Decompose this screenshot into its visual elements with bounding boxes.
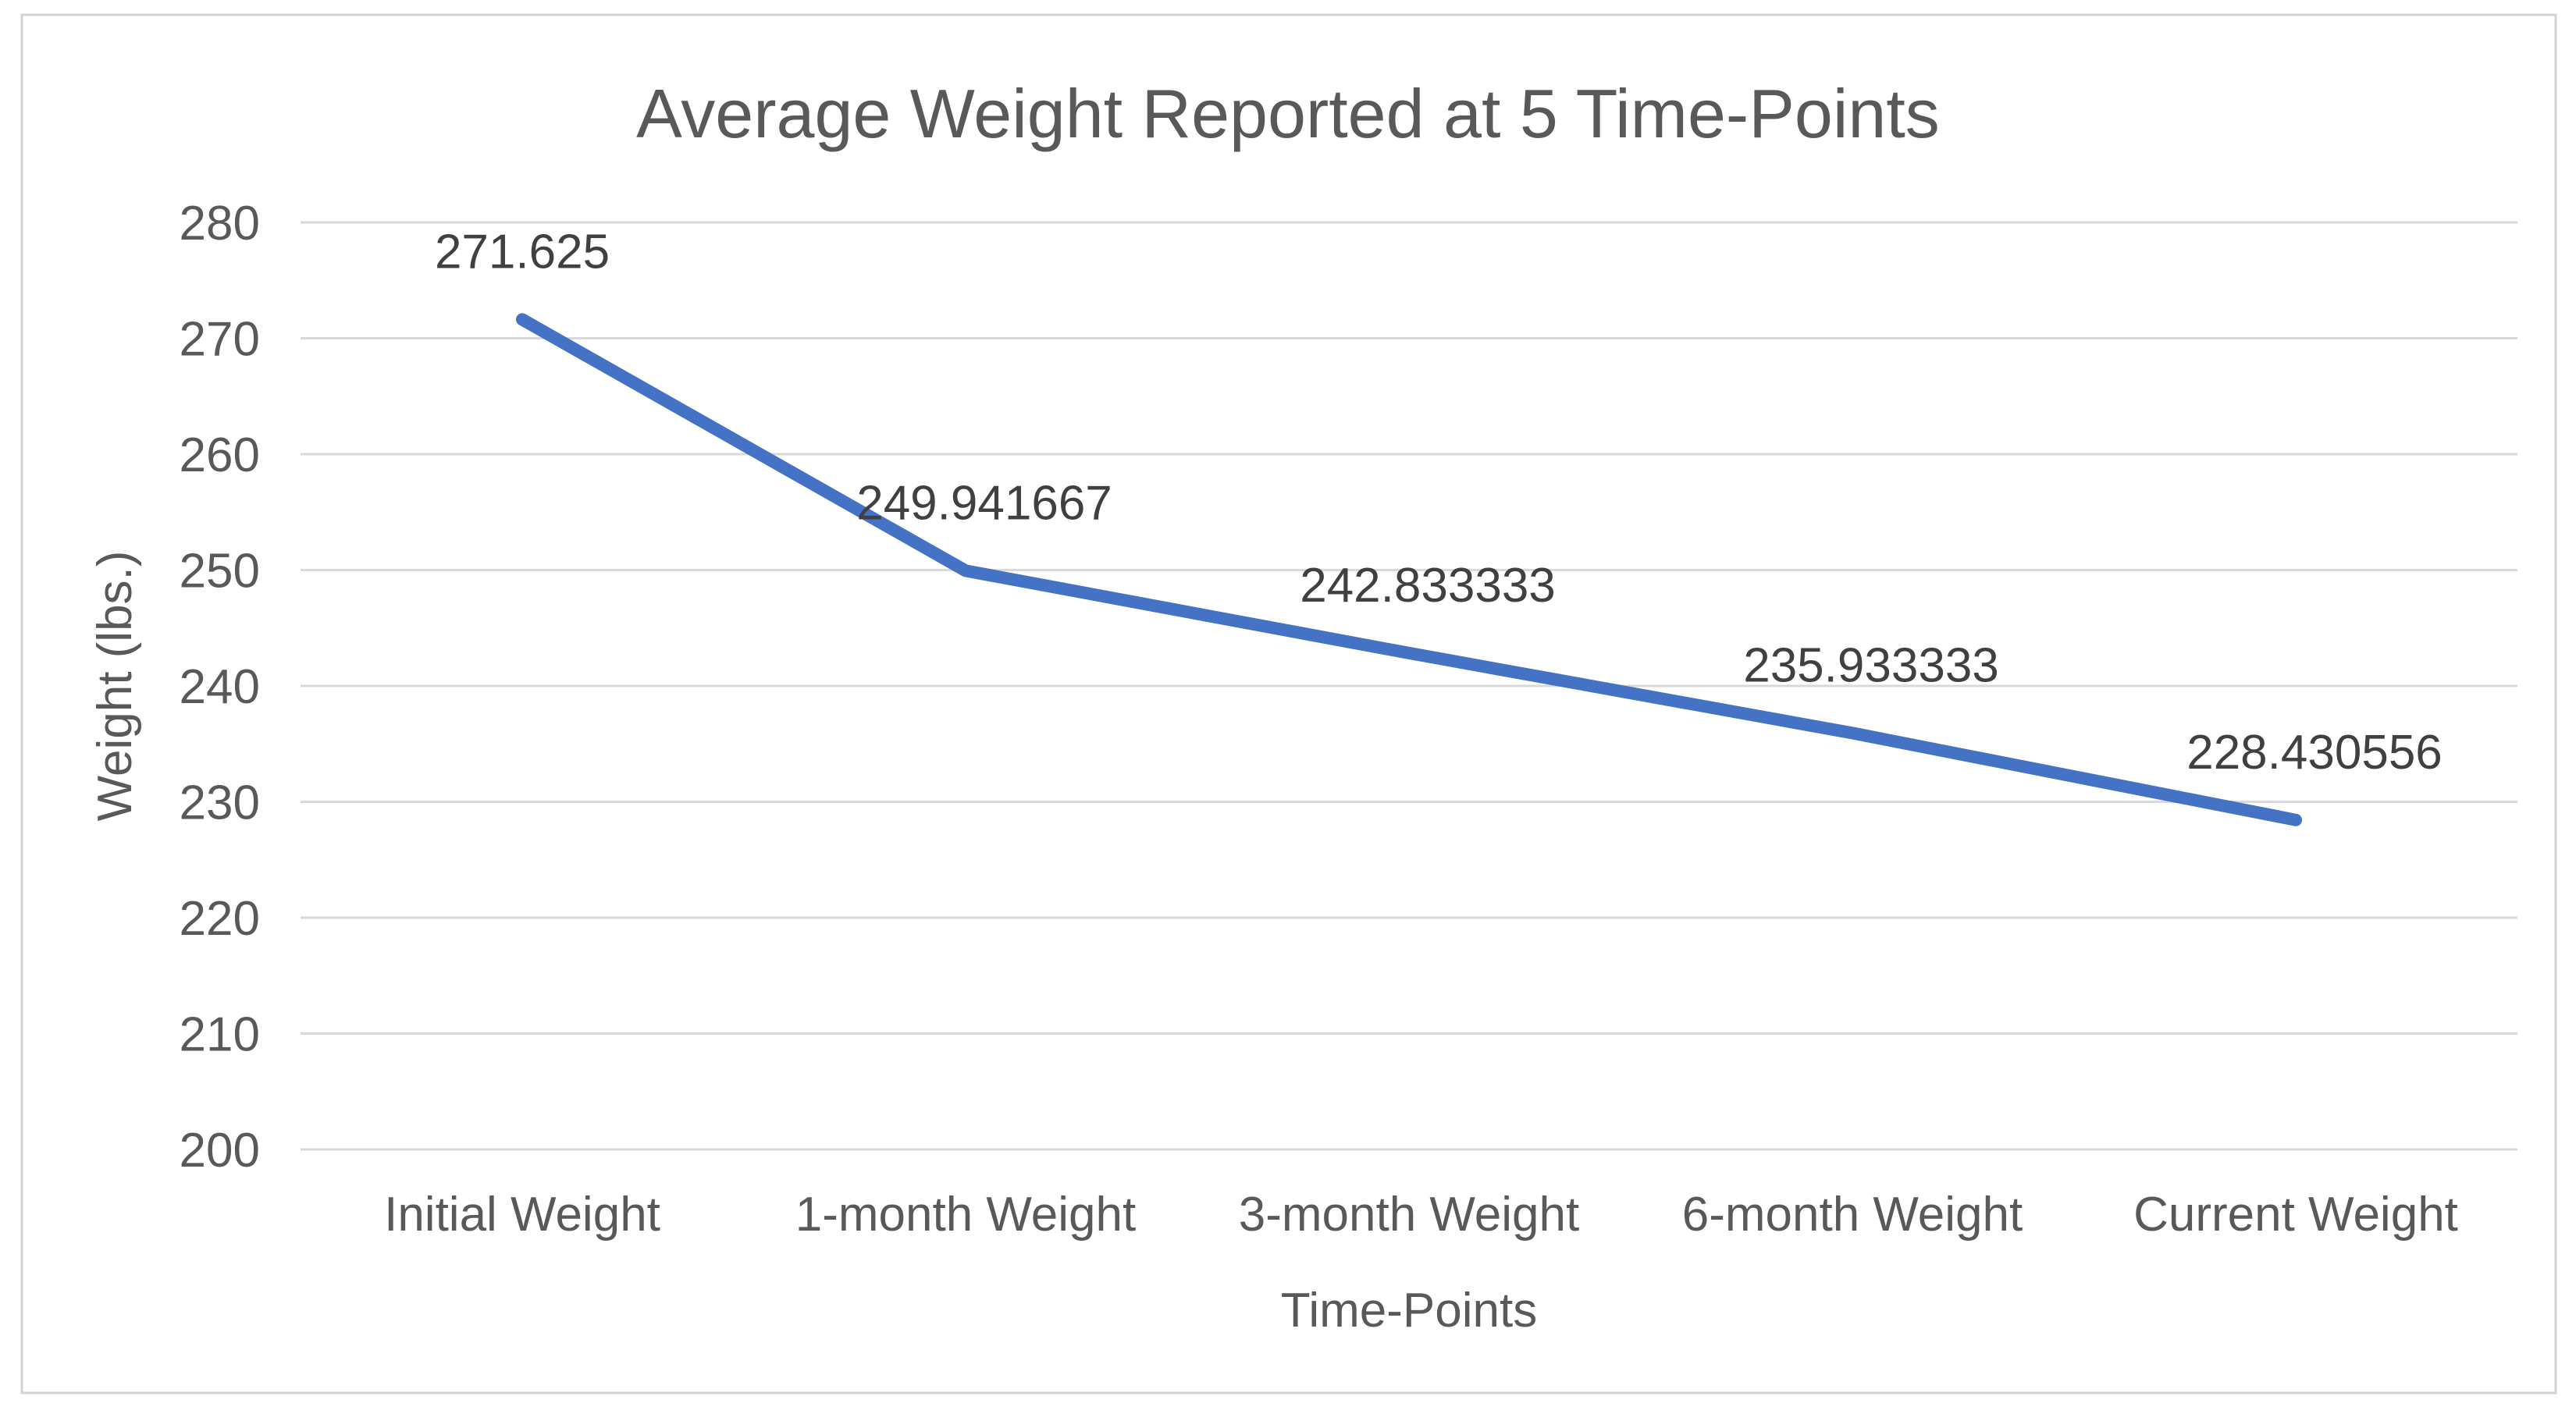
x-tick-labels-group: Initial Weight 1-month Weight 3-month Weig… [384,1188,2458,1242]
y-tick-label: 270 [180,313,260,367]
data-label: 242.833333 [1300,559,1556,613]
y-tick-label: 240 [180,660,260,714]
data-label: 235.933333 [1743,638,1999,692]
data-label: 271.625 [435,225,610,279]
data-label: 249.941667 [856,476,1112,530]
y-tick-label: 280 [180,197,260,250]
chart-title: Average Weight Reported at 5 Time-Points [636,75,1940,152]
y-tick-label: 250 [180,545,260,599]
y-tick-label: 260 [180,428,260,482]
y-tick-label: 230 [180,776,260,830]
y-axis-title: Weight (lbs.) [88,551,142,822]
x-tick-label: Initial Weight [384,1188,660,1242]
gridlines-group [301,221,2517,1151]
data-labels-group: 271.625 249.941667 242.833333 235.933333 228… [435,225,2443,779]
y-tick-label: 210 [180,1008,260,1062]
chart-frame [20,13,2557,1394]
y-tick-label: 220 [180,892,260,946]
weight-series-line [516,313,2302,826]
x-tick-label: 6-month Weight [1682,1188,2023,1242]
y-tick-label: 200 [180,1124,260,1178]
x-tick-label: Current Weight [2133,1188,2458,1242]
data-label: 228.430556 [2186,726,2443,780]
y-tick-labels-group: 280 270 260 250 240 230 220 210 200 [180,197,260,1178]
x-axis-title: Time-Points [1281,1284,1537,1338]
x-tick-label: 1-month Weight [795,1188,1137,1242]
x-tick-label: 3-month Weight [1239,1188,1580,1242]
